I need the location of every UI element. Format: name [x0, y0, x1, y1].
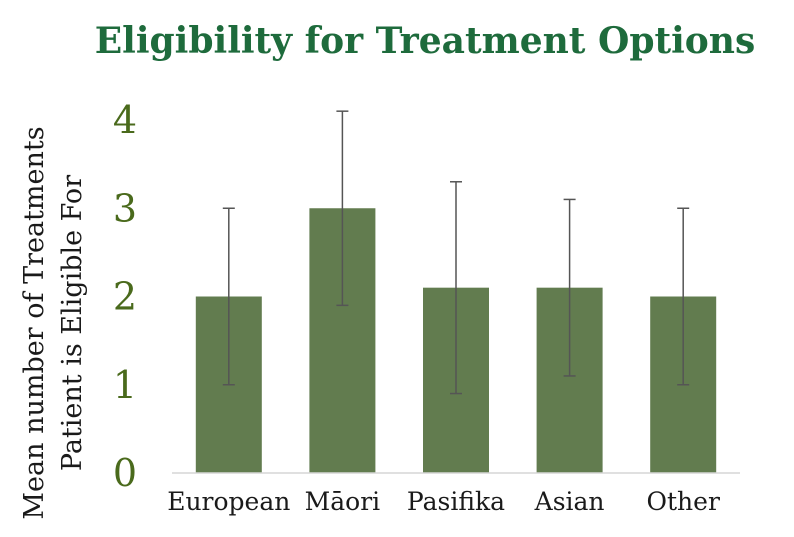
chart-title: Eligibility for Treatment Options [94, 20, 756, 62]
x-tick-label: Asian [534, 487, 605, 516]
y-tick-label: 1 [113, 363, 137, 407]
x-tick-label: Māori [305, 487, 381, 516]
y-tick-label: 2 [113, 275, 137, 319]
x-tick-label: Other [647, 487, 720, 516]
x-tick-label: Pasifika [407, 487, 505, 516]
y-tick-label: 4 [113, 98, 137, 142]
y-tick-label: 3 [113, 186, 137, 230]
y-tick-label: 0 [113, 451, 137, 495]
x-tick-label: European [167, 487, 290, 516]
